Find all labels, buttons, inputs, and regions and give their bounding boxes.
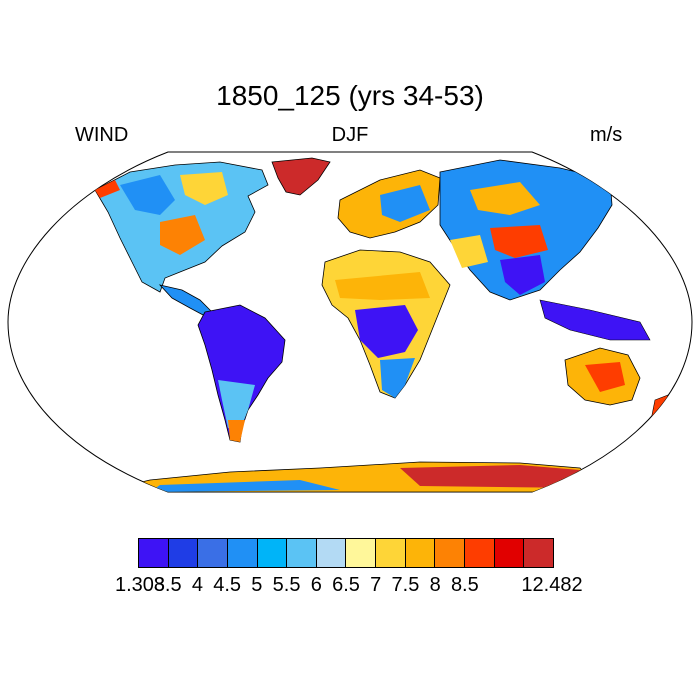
colorbar-box: [167, 538, 199, 568]
asia-yellow: [450, 235, 488, 268]
colorbar-tick-label: 1.308: [114, 574, 166, 596]
variable-label: WIND: [75, 124, 129, 146]
colorbar-box: [286, 538, 317, 568]
colorbar-box: [197, 538, 228, 568]
sa-south-region: [218, 380, 255, 430]
colorbar-box: [493, 538, 525, 568]
australia-red: [585, 362, 625, 392]
antarctica-blue: [150, 480, 340, 492]
colorbar-tick-label: 8: [429, 574, 441, 596]
colorbar-tick-label: 8.5: [450, 574, 479, 596]
colorbar-tick-label: 5.5: [272, 574, 301, 596]
greenland: [271, 157, 331, 196]
sahara-band: [335, 272, 430, 300]
na-orange-region: [160, 215, 205, 255]
asia-india-blue: [500, 255, 545, 295]
antarctica-red: [400, 465, 585, 488]
season-label: DJF: [331, 124, 369, 146]
colorbar: [138, 538, 554, 568]
colorbar-box: [138, 538, 169, 568]
colorbar-ticks: 1.308 3.5 4 4.5 5 5.5 6 6.5 7 7.5 8 8.5 12.482: [0, 574, 700, 602]
asia-orange: [470, 182, 540, 215]
africa-south: [380, 358, 415, 398]
colorbar-box: [434, 538, 466, 568]
colorbar-tick-label: 4.5: [213, 574, 242, 596]
colorbar-tick-label: 6: [310, 574, 322, 596]
europe-blue: [380, 185, 430, 222]
na-red-edge: [95, 180, 120, 198]
colorbar-box: [523, 538, 554, 568]
colorbar-tick-label: 4: [191, 574, 203, 596]
colorbar-box: [226, 538, 258, 568]
colorbar-box: [315, 538, 347, 568]
sa-tip-orange: [228, 420, 245, 442]
colorbar-tick-label: 5: [251, 574, 263, 596]
colorbar-box: [345, 538, 377, 568]
colorbar-box: [464, 538, 495, 568]
colorbar-tick-label: 12.482: [521, 574, 583, 596]
central-america: [158, 284, 213, 317]
plot-title: 1850_125 (yrs 34-53): [216, 80, 484, 111]
maritime-continent: [539, 299, 651, 341]
asia-red-tibet: [490, 225, 548, 258]
na-blue-region: [120, 175, 175, 215]
colorbar-tick-label: 7.5: [391, 574, 420, 596]
colorbar-box: [404, 538, 436, 568]
units-label: m/s: [590, 124, 623, 146]
colorbar-tick-label: 3.5: [153, 574, 182, 596]
colorbar-tick-label: 6.5: [332, 574, 360, 596]
na-yellow-region: [180, 172, 228, 205]
colorbar-tick-label: 7: [370, 574, 382, 596]
new-zealand: [649, 394, 669, 426]
africa-central-blue: [355, 305, 418, 358]
colorbar-box: [375, 538, 406, 568]
colorbar-box: [256, 538, 288, 568]
